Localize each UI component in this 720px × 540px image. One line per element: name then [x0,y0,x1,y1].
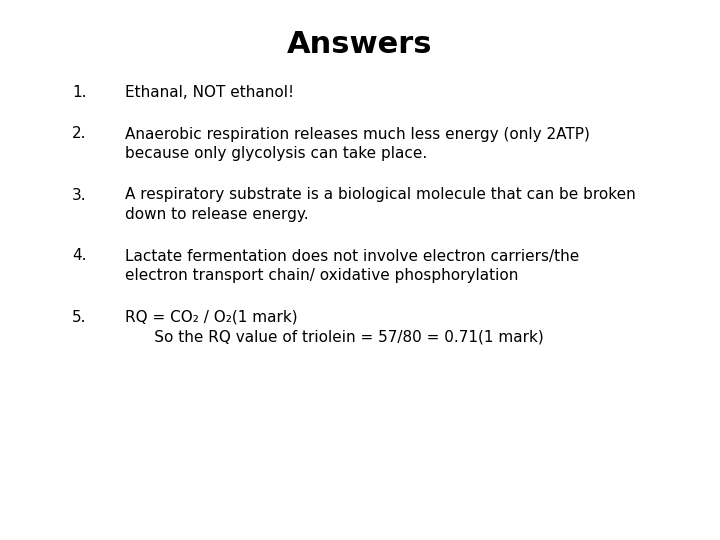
Text: Anaerobic respiration releases much less energy (only 2ATP): Anaerobic respiration releases much less… [125,126,590,141]
Text: 2.: 2. [72,126,86,141]
Text: down to release energy.: down to release energy. [125,207,309,222]
Text: So the RQ value of triolein = 57/80 = 0.71(1 mark): So the RQ value of triolein = 57/80 = 0.… [125,329,544,344]
Text: because only glycolysis can take place.: because only glycolysis can take place. [125,146,427,161]
Text: 5.: 5. [72,309,86,325]
Text: 1.: 1. [72,85,86,100]
Text: A respiratory substrate is a biological molecule that can be broken: A respiratory substrate is a biological … [125,187,636,202]
Text: 4.: 4. [72,248,86,264]
Text: RQ = CO₂ / O₂(1 mark): RQ = CO₂ / O₂(1 mark) [125,309,297,325]
Text: Ethanal, NOT ethanol!: Ethanal, NOT ethanol! [125,85,294,100]
Text: 3.: 3. [72,187,86,202]
Text: electron transport chain/ oxidative phosphorylation: electron transport chain/ oxidative phos… [125,268,518,283]
Text: Lactate fermentation does not involve electron carriers/the: Lactate fermentation does not involve el… [125,248,580,264]
Text: Answers: Answers [287,30,433,59]
